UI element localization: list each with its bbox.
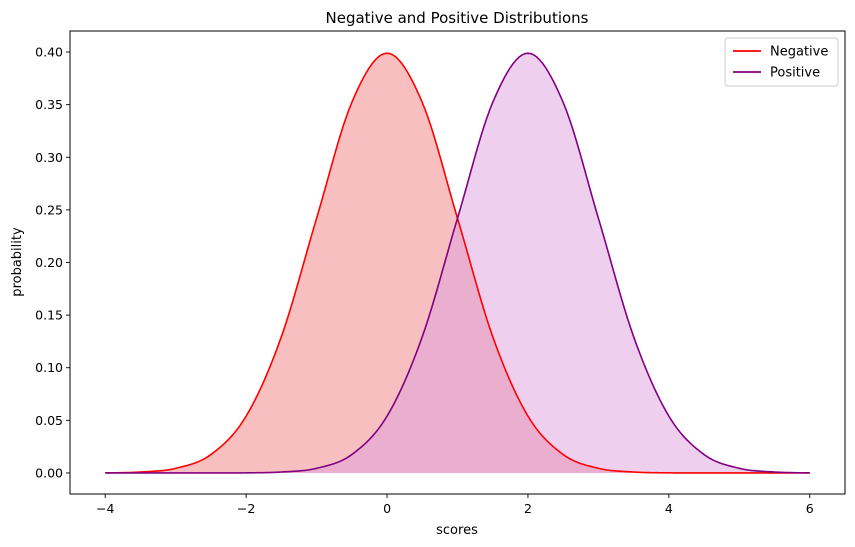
y-tick-label: 0.25 — [35, 202, 63, 217]
x-axis-label: scores — [436, 523, 478, 538]
y-tick-label: 0.05 — [35, 413, 63, 428]
series-fills — [105, 53, 810, 473]
y-tick-label: 0.40 — [35, 45, 63, 60]
y-tick-label: 0.10 — [35, 360, 63, 375]
legend-box — [724, 37, 839, 87]
legend-label-positive: Positive — [770, 66, 820, 81]
x-axis-ticks: −4 −2 0 2 4 6 — [96, 494, 814, 516]
x-tick-label: 2 — [524, 501, 532, 516]
y-tick-label: 0.00 — [35, 465, 63, 480]
x-tick-label: −4 — [96, 501, 114, 516]
y-tick-label: 0.30 — [35, 150, 63, 165]
y-axis-ticks: 0.00 0.05 0.10 0.15 0.20 0.25 0.30 0.35 0.40 — [35, 45, 70, 480]
legend-label-negative: Negative — [770, 45, 828, 60]
y-axis-label: probability — [10, 227, 25, 297]
x-tick-label: 6 — [806, 501, 814, 516]
chart-title: Negative and Positive Distributions — [326, 9, 589, 27]
series-line-positive — [105, 52, 810, 474]
series-fill-positive — [105, 53, 810, 473]
legend: Negative Positive — [724, 37, 839, 87]
x-tick-label: −2 — [237, 501, 255, 516]
y-tick-label: 0.20 — [35, 255, 63, 270]
x-tick-label: 4 — [665, 501, 673, 516]
x-tick-label: 0 — [383, 501, 391, 516]
y-tick-label: 0.15 — [35, 308, 63, 323]
y-tick-label: 0.35 — [35, 97, 63, 112]
series-lines — [105, 52, 810, 474]
